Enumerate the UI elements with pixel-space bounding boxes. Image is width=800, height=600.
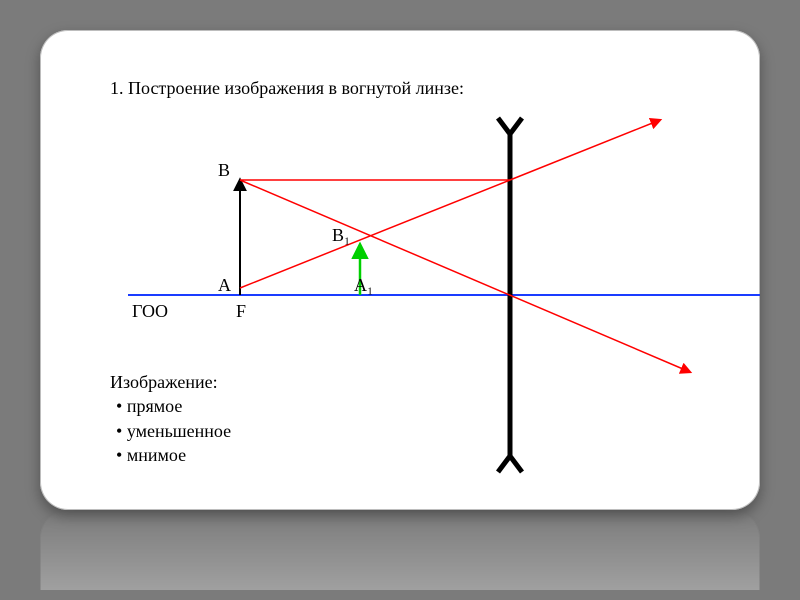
property-item: • мнимое (110, 443, 231, 467)
ray-refracted (510, 120, 660, 180)
lens-tip-bottom (498, 456, 522, 472)
ray-through-center (240, 180, 690, 372)
label-B: B (218, 160, 230, 180)
property-item: • уменьшенное (110, 419, 231, 443)
slide-card: 1. Построение изображения в вогнутой лин… (40, 30, 760, 510)
label-A1: A₁ (354, 275, 373, 295)
ray-virtual-extension (240, 180, 510, 288)
image-properties: Изображение: • прямое • уменьшенное • мн… (110, 370, 231, 467)
card-reflection (40, 510, 760, 590)
lens-tip-top (498, 118, 522, 134)
properties-heading: Изображение: (110, 370, 231, 394)
property-item: • прямое (110, 394, 231, 418)
optics-diagram: B A B₁ A₁ ГОО F (80, 60, 800, 540)
label-B1: B₁ (332, 225, 350, 245)
label-axis-left: ГОО (132, 301, 168, 321)
label-F: F (236, 301, 246, 321)
label-A: A (218, 275, 231, 295)
